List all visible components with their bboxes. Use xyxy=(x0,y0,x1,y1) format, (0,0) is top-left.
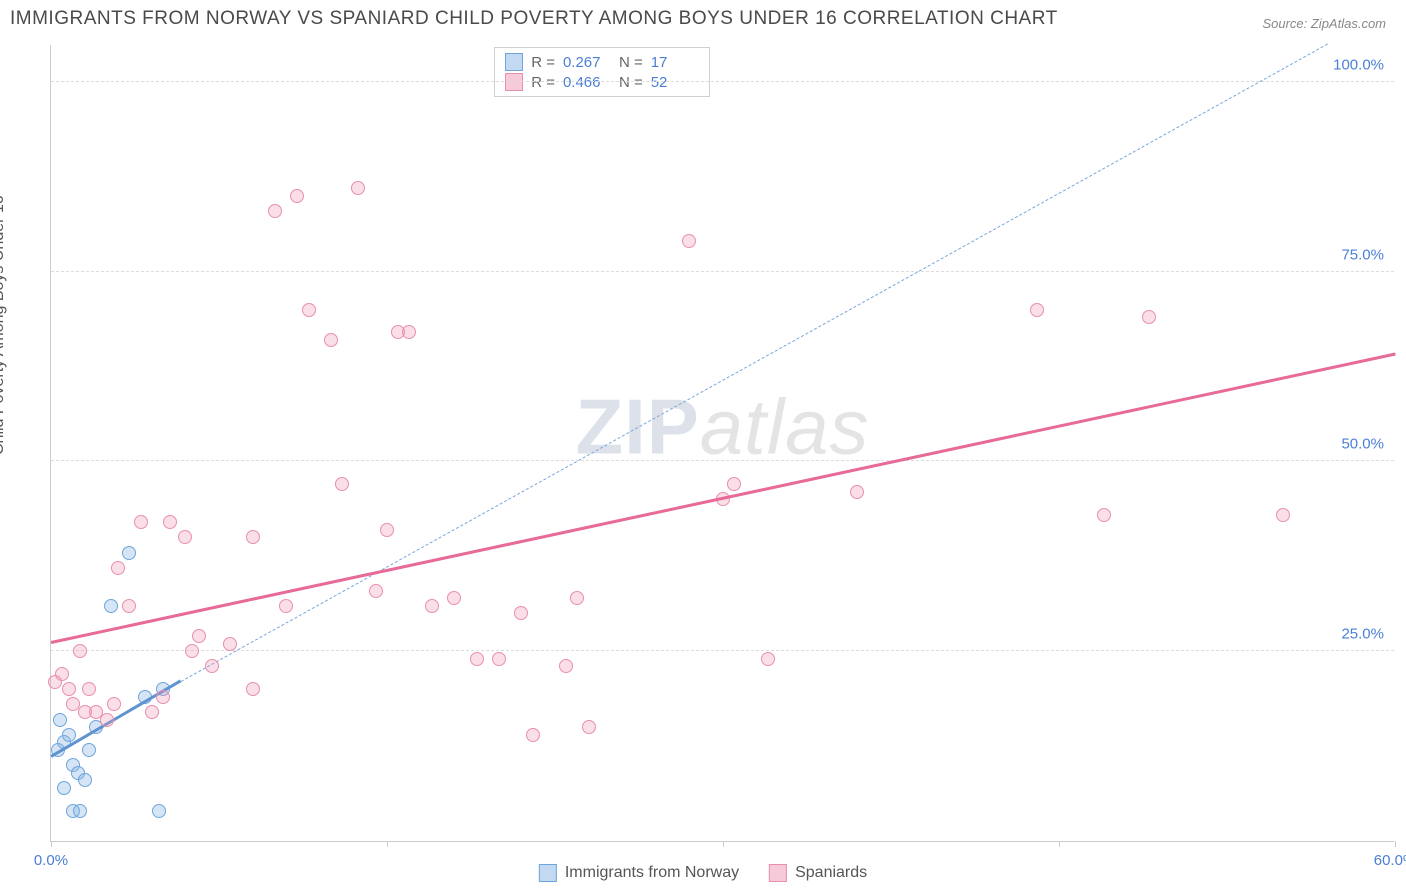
data-point xyxy=(134,515,148,529)
r-label: R = xyxy=(531,74,555,91)
trend-line xyxy=(51,352,1396,643)
gridline xyxy=(51,650,1394,651)
data-point xyxy=(246,530,260,544)
data-point xyxy=(104,599,118,613)
legend-item: Spaniards xyxy=(769,864,867,882)
chart-title: IMMIGRANTS FROM NORWAY VS SPANIARD CHILD… xyxy=(10,8,1058,30)
data-point xyxy=(100,713,114,727)
x-tick xyxy=(1059,841,1060,847)
data-point xyxy=(107,697,121,711)
data-point xyxy=(514,606,528,620)
data-point xyxy=(1276,508,1290,522)
watermark: ZIPatlas xyxy=(575,382,869,473)
legend: Immigrants from Norway Spaniards xyxy=(539,864,867,882)
legend-swatch xyxy=(769,864,787,882)
data-point xyxy=(526,728,540,742)
n-value: 52 xyxy=(651,74,699,91)
data-point xyxy=(727,477,741,491)
data-point xyxy=(156,690,170,704)
r-value: 0.466 xyxy=(563,74,611,91)
gridline xyxy=(51,81,1394,82)
data-point xyxy=(570,591,584,605)
chart-container: IMMIGRANTS FROM NORWAY VS SPANIARD CHILD… xyxy=(0,0,1406,892)
data-point xyxy=(559,659,573,673)
data-point xyxy=(470,652,484,666)
stats-box: R = 0.267 N = 17 R = 0.466 N = 52 xyxy=(494,47,710,97)
y-tick-label: 75.0% xyxy=(1341,246,1384,263)
data-point xyxy=(192,629,206,643)
watermark-atlas: atlas xyxy=(700,383,870,471)
data-point xyxy=(73,804,87,818)
data-point xyxy=(205,659,219,673)
data-point xyxy=(122,546,136,560)
n-value: 17 xyxy=(651,54,699,71)
data-point xyxy=(279,599,293,613)
data-point xyxy=(73,644,87,658)
data-point xyxy=(57,781,71,795)
legend-item: Immigrants from Norway xyxy=(539,864,739,882)
data-point xyxy=(582,720,596,734)
data-point xyxy=(682,234,696,248)
data-point xyxy=(145,705,159,719)
data-point xyxy=(223,637,237,651)
legend-label: Immigrants from Norway xyxy=(565,864,739,882)
series-swatch xyxy=(505,73,523,91)
legend-label: Spaniards xyxy=(795,864,867,882)
x-tick xyxy=(1395,841,1396,847)
x-tick xyxy=(723,841,724,847)
data-point xyxy=(178,530,192,544)
data-point xyxy=(492,652,506,666)
data-point xyxy=(391,325,405,339)
data-point xyxy=(425,599,439,613)
data-point xyxy=(111,561,125,575)
data-point xyxy=(380,523,394,537)
gridline xyxy=(51,271,1394,272)
y-tick-label: 25.0% xyxy=(1341,626,1384,643)
data-point xyxy=(761,652,775,666)
r-label: R = xyxy=(531,54,555,71)
data-point xyxy=(1142,310,1156,324)
data-point xyxy=(53,713,67,727)
data-point xyxy=(246,682,260,696)
data-point xyxy=(850,485,864,499)
data-point xyxy=(447,591,461,605)
n-label: N = xyxy=(619,54,643,71)
n-label: N = xyxy=(619,74,643,91)
x-tick-label: 60.0% xyxy=(1374,852,1406,869)
data-point xyxy=(82,682,96,696)
data-point xyxy=(351,181,365,195)
y-tick-label: 50.0% xyxy=(1341,436,1384,453)
y-tick-label: 100.0% xyxy=(1333,56,1384,73)
data-point xyxy=(1097,508,1111,522)
stats-row: R = 0.267 N = 17 xyxy=(505,52,699,72)
data-point xyxy=(78,773,92,787)
source-label: Source: ZipAtlas.com xyxy=(1262,16,1386,31)
r-value: 0.267 xyxy=(563,54,611,71)
y-axis-label: Child Poverty Among Boys Under 16 xyxy=(0,195,8,455)
stats-row: R = 0.466 N = 52 xyxy=(505,72,699,92)
data-point xyxy=(62,728,76,742)
trend-line xyxy=(181,43,1328,681)
data-point xyxy=(62,682,76,696)
data-point xyxy=(268,204,282,218)
data-point xyxy=(369,584,383,598)
data-point xyxy=(48,675,62,689)
series-swatch xyxy=(505,53,523,71)
data-point xyxy=(1030,303,1044,317)
data-point xyxy=(152,804,166,818)
data-point xyxy=(82,743,96,757)
data-point xyxy=(290,189,304,203)
legend-swatch xyxy=(539,864,557,882)
x-tick xyxy=(51,841,52,847)
x-tick xyxy=(387,841,388,847)
data-point xyxy=(163,515,177,529)
data-point xyxy=(302,303,316,317)
data-point xyxy=(335,477,349,491)
x-tick-label: 0.0% xyxy=(34,852,68,869)
data-point xyxy=(324,333,338,347)
gridline xyxy=(51,460,1394,461)
data-point xyxy=(185,644,199,658)
data-point xyxy=(122,599,136,613)
plot-area: ZIPatlas R = 0.267N = 17R = 0.466N = 52 … xyxy=(50,45,1394,842)
